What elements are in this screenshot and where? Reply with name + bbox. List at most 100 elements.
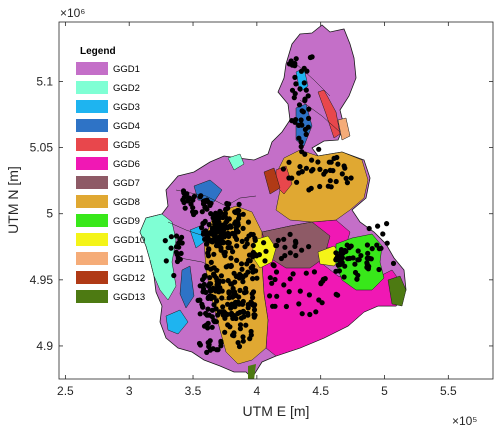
- monitoring-point: [297, 288, 303, 294]
- monitoring-point: [197, 311, 203, 317]
- monitoring-point: [224, 218, 230, 224]
- monitoring-point: [230, 231, 236, 237]
- legend-label: GGD6: [113, 159, 140, 170]
- monitoring-point: [316, 146, 322, 152]
- monitoring-point: [204, 349, 210, 355]
- monitoring-point: [241, 290, 248, 296]
- monitoring-point: [333, 268, 339, 274]
- monitoring-point: [223, 264, 229, 270]
- monitoring-point: [163, 258, 169, 264]
- monitoring-point: [216, 287, 222, 293]
- monitoring-point: [208, 259, 214, 265]
- monitoring-point: [228, 305, 234, 311]
- monitoring-point: [348, 175, 354, 181]
- monitoring-point: [304, 68, 310, 74]
- monitoring-point: [199, 209, 205, 215]
- monitoring-point: [335, 262, 341, 268]
- monitoring-point: [365, 250, 371, 256]
- monitoring-point: [291, 95, 297, 101]
- monitoring-point: [245, 312, 251, 318]
- monitoring-point: [289, 62, 295, 68]
- monitoring-point: [214, 347, 220, 353]
- monitoring-point: [213, 217, 219, 223]
- legend-swatch: [76, 233, 108, 246]
- monitoring-point: [220, 278, 226, 284]
- monitoring-point: [248, 231, 254, 237]
- monitoring-point: [305, 93, 311, 99]
- monitoring-point: [296, 135, 302, 141]
- monitoring-point: [222, 210, 228, 217]
- monitoring-point: [199, 225, 205, 231]
- monitoring-point: [195, 297, 201, 303]
- y-tick-label: 5.05: [30, 141, 54, 155]
- region-ggd13-tip: [248, 364, 256, 379]
- x-tick-label: 4.5: [312, 384, 329, 398]
- monitoring-point: [315, 159, 321, 165]
- monitoring-point: [204, 265, 210, 271]
- region-ggd3-b: [165, 309, 189, 335]
- monitoring-point: [187, 195, 193, 201]
- monitoring-point: [282, 244, 288, 250]
- legend-label: GGD1: [113, 64, 140, 75]
- region-ggd2: [139, 213, 177, 301]
- legend-swatch: [76, 290, 108, 303]
- monitoring-point: [218, 340, 224, 346]
- monitoring-point: [336, 258, 342, 264]
- monitoring-point: [311, 269, 317, 275]
- monitoring-point: [281, 236, 287, 242]
- monitoring-point: [201, 286, 207, 292]
- monitoring-point: [355, 257, 361, 263]
- monitoring-point: [176, 244, 182, 250]
- monitoring-point: [376, 266, 382, 273]
- monitoring-point: [197, 342, 203, 348]
- legend-swatch: [76, 214, 108, 227]
- monitoring-point: [233, 225, 239, 231]
- monitoring-point: [236, 201, 242, 207]
- monitoring-point: [289, 175, 295, 181]
- monitoring-point: [286, 159, 292, 165]
- legend-label: GGD7: [113, 178, 140, 189]
- monitoring-point: [225, 245, 231, 251]
- monitoring-point: [298, 144, 304, 150]
- monitoring-point: [347, 255, 353, 261]
- legend-swatch: [76, 195, 108, 208]
- y-exponent-label: ×10⁶: [60, 6, 85, 20]
- y-tick-label: 5.1: [36, 75, 53, 89]
- monitoring-point: [252, 237, 258, 243]
- monitoring-point: [205, 340, 211, 346]
- legend-swatch: [76, 176, 108, 189]
- y-tick-label: 4.9: [36, 339, 53, 353]
- monitoring-point: [234, 236, 240, 242]
- monitoring-point: [240, 338, 246, 344]
- monitoring-point: [162, 238, 168, 244]
- monitoring-point: [190, 205, 196, 211]
- monitoring-point: [317, 166, 323, 172]
- legend-label: GGD9: [113, 216, 140, 227]
- monitoring-point: [215, 312, 221, 318]
- legend: Legend GGD1GGD2GGD3GGD4GGD5GGD6GGD7GGD8G…: [76, 46, 145, 303]
- monitoring-point: [355, 248, 361, 254]
- monitoring-point: [309, 157, 315, 163]
- monitoring-point: [296, 170, 302, 176]
- monitoring-point: [213, 243, 220, 249]
- region-ggd2-east: [227, 153, 245, 171]
- monitoring-point: [341, 274, 347, 280]
- monitoring-point: [225, 205, 231, 211]
- monitoring-point: [254, 275, 260, 281]
- monitoring-points: [162, 54, 397, 355]
- monitoring-point: [299, 311, 305, 317]
- monitoring-point: [335, 292, 341, 298]
- monitoring-point: [321, 171, 327, 177]
- monitoring-point: [219, 295, 225, 301]
- monitoring-point: [239, 266, 245, 272]
- monitoring-point: [211, 271, 217, 277]
- monitoring-point: [221, 227, 227, 233]
- monitoring-point: [236, 294, 242, 300]
- monitoring-point: [206, 222, 212, 228]
- monitoring-point: [287, 276, 293, 282]
- legend-swatch: [76, 252, 108, 265]
- monitoring-point: [270, 262, 276, 268]
- monitoring-point: [206, 312, 212, 318]
- monitoring-point: [299, 108, 305, 114]
